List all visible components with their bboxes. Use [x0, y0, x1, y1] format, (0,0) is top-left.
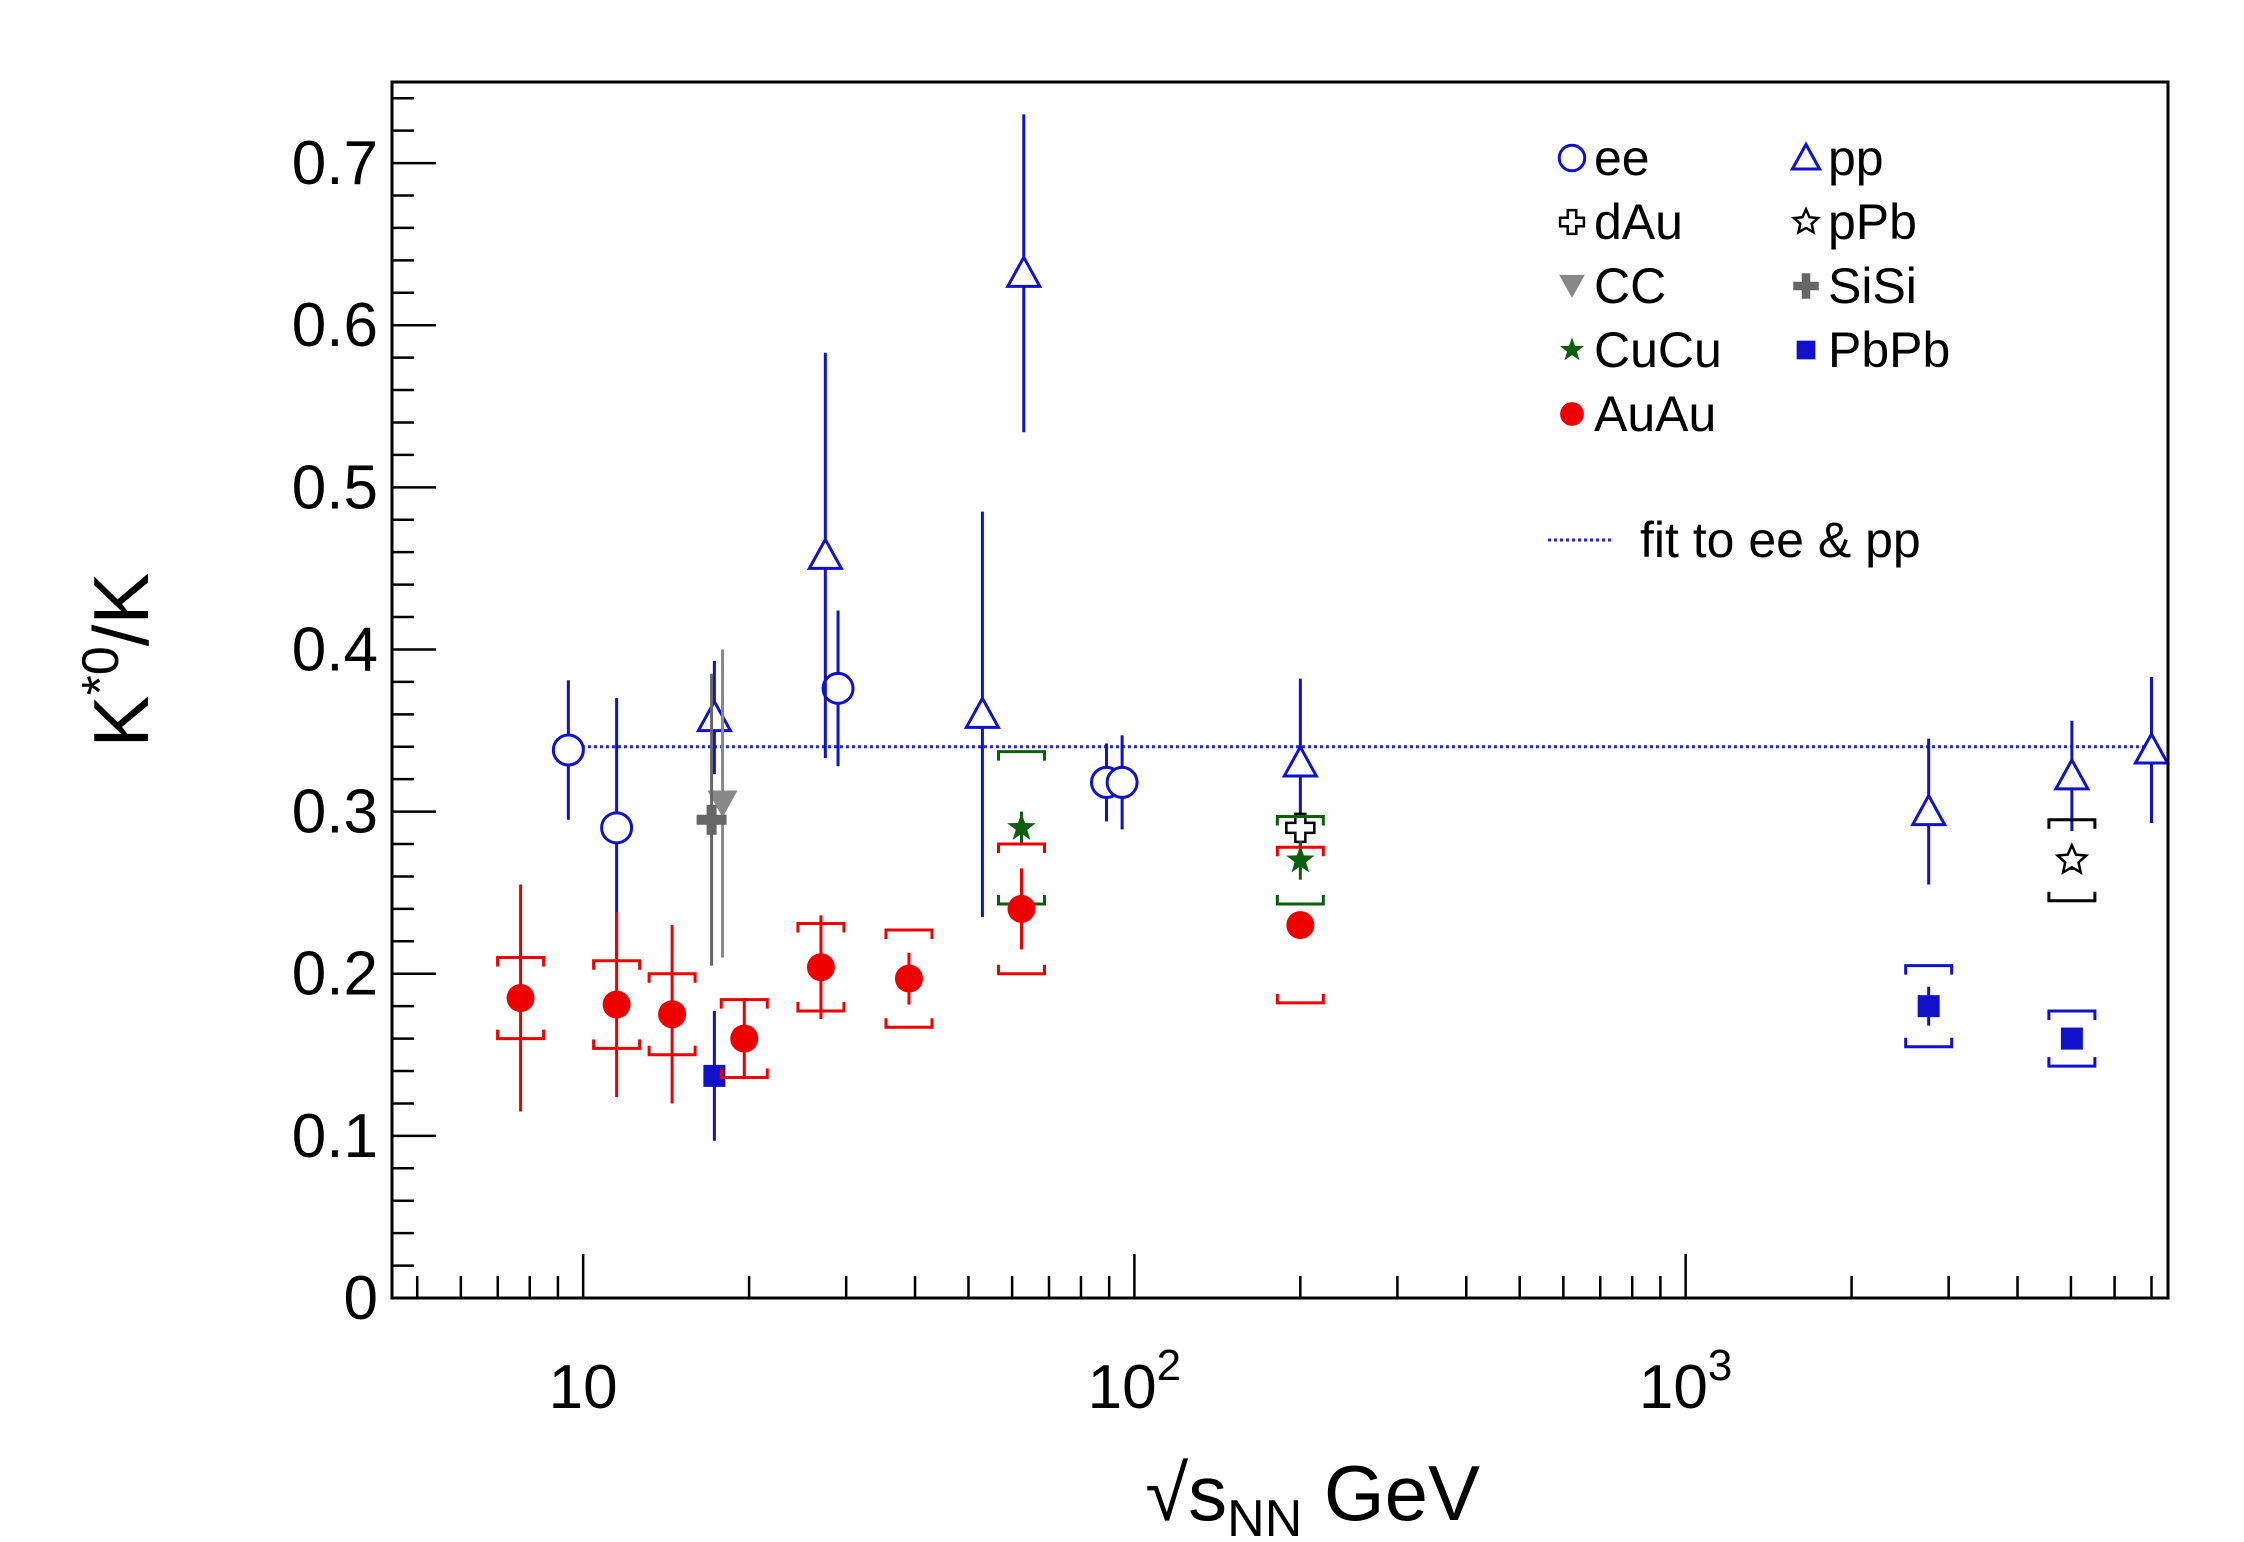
systematic-box	[2047, 818, 2097, 903]
legend-entry-dau: dAu	[1558, 194, 1683, 250]
series-sisi	[696, 673, 727, 966]
data-point-auau	[806, 953, 835, 982]
series-dau	[1285, 812, 1316, 844]
data-point-pp	[1281, 743, 1319, 778]
systematic-box	[796, 921, 846, 1013]
systematic-box	[496, 956, 546, 1041]
data-point-pp	[1910, 792, 1948, 827]
data-point-ee	[821, 671, 855, 705]
y-tick-label: 0.6	[292, 291, 378, 360]
y-axis-label: K*0/K	[72, 573, 165, 748]
legend-label: ee	[1594, 130, 1650, 186]
data-point-pp	[2053, 756, 2091, 791]
systematic-box	[2047, 1009, 2097, 1068]
data-point-auau	[602, 990, 631, 1019]
systematic-box	[884, 928, 934, 1029]
legend-marker-auau	[1560, 402, 1584, 426]
data-point-ee	[551, 733, 585, 767]
data-point-pbpb	[1917, 995, 1940, 1018]
legend-label: pPb	[1828, 194, 1917, 250]
data-point-cucu	[1286, 845, 1315, 873]
data-point-pp	[806, 536, 844, 570]
legend-label: CC	[1594, 258, 1666, 314]
systematic-box	[592, 959, 642, 1050]
plot-frame	[390, 80, 2170, 1300]
legend-label: pp	[1828, 130, 1884, 186]
y-tick-label: 0.2	[292, 940, 378, 1009]
legend-entry-pp: pp	[1789, 130, 1884, 186]
systematic-box	[996, 842, 1046, 976]
y-tick-label: 0.3	[292, 778, 378, 847]
series-cucu	[996, 750, 1325, 906]
data-point-auau	[730, 1024, 759, 1053]
y-tick-label: 0	[344, 1264, 378, 1333]
legend-entry-cc: CC	[1559, 258, 1666, 314]
data-point-pp	[2132, 730, 2171, 765]
data-point-auau	[658, 1000, 687, 1029]
data-point-cc	[707, 790, 738, 818]
legend-marker-ee	[1557, 143, 1587, 173]
data-point-ee	[600, 811, 634, 845]
legend-label: CuCu	[1594, 322, 1722, 378]
systematic-box	[719, 998, 769, 1079]
data-point-ppb	[2054, 842, 2090, 875]
legend-label-fit: fit to ee & pp	[1640, 512, 1921, 568]
legend-marker-ppb	[1790, 206, 1822, 235]
data-point-pbpb	[2060, 1027, 2083, 1050]
systematic-box	[1275, 845, 1325, 1005]
series-pp	[695, 114, 2171, 917]
series-auau	[496, 842, 1325, 1112]
axes-layer: 0 0.1 0.2 0.3 0.4 0.5 0.6 0.7 10 102 103	[292, 80, 2170, 1422]
legend-entry-sisi: SiSi	[1793, 258, 1917, 314]
legend-label: AuAu	[1594, 386, 1716, 442]
legend-entry-auau: AuAu	[1560, 386, 1716, 442]
data-point-auau	[894, 964, 923, 993]
series-ee	[551, 610, 1139, 958]
legend-marker-pp	[1789, 141, 1823, 171]
legend-label: SiSi	[1828, 258, 1917, 314]
y-tick-label: 0.4	[292, 615, 378, 684]
legend-entry-cucu: CuCu	[1559, 322, 1722, 378]
legend-label: dAu	[1594, 194, 1683, 250]
legend-marker-pbpb	[1796, 340, 1816, 360]
data-point-auau	[1286, 911, 1315, 940]
series-cc	[707, 649, 738, 958]
data-point-sisi	[696, 804, 727, 835]
legend-entry-ppb: pPb	[1790, 194, 1917, 250]
data-layer	[496, 114, 2171, 1141]
data-point-auau	[1007, 894, 1036, 923]
legend-label: PbPb	[1828, 322, 1950, 378]
systematic-box	[647, 972, 697, 1057]
data-point-ee	[1105, 765, 1139, 799]
legend-marker-cc	[1559, 274, 1585, 298]
legend-entry-pbpb: PbPb	[1796, 322, 1950, 378]
x-tick-label: 10	[549, 1353, 618, 1422]
data-point-cucu	[1007, 812, 1036, 840]
systematic-box	[1275, 814, 1325, 906]
x-axis-label: √sNN GeV	[1145, 1449, 1480, 1542]
legend-marker-cucu	[1559, 337, 1585, 361]
x-tick-label: 102	[1088, 1341, 1181, 1422]
data-point-dau	[1285, 812, 1316, 844]
series-ppb	[2047, 818, 2097, 903]
data-point-auau	[506, 984, 535, 1013]
y-tick-label: 0.1	[292, 1102, 378, 1171]
x-tick-label: 103	[1639, 1341, 1732, 1422]
data-point-pp	[963, 695, 1001, 729]
y-tick-label: 0.5	[292, 453, 378, 522]
systematic-box	[1904, 964, 1954, 1049]
series-pbpb	[703, 964, 2097, 1141]
y-tick-label: 0.7	[292, 129, 378, 198]
legend: ee pp dAu pPb CC SiSi CuCu PbPb AuAu fit to ee & …	[1548, 130, 1950, 568]
legend-marker-sisi	[1793, 273, 1819, 299]
data-point-pp	[1005, 254, 1043, 288]
legend-entry-ee: ee	[1557, 130, 1650, 186]
legend-marker-dau	[1558, 208, 1586, 236]
